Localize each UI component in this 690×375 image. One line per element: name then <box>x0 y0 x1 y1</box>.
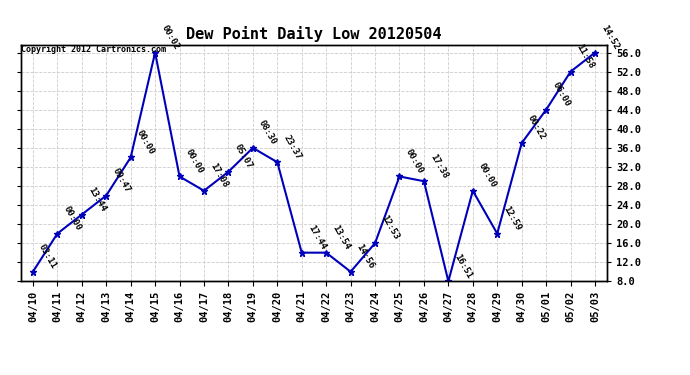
Text: 09:47: 09:47 <box>110 166 132 194</box>
Text: 00:00: 00:00 <box>404 147 425 175</box>
Text: 06:00: 06:00 <box>550 81 571 108</box>
Text: 03:11: 03:11 <box>37 243 59 270</box>
Title: Dew Point Daily Low 20120504: Dew Point Daily Low 20120504 <box>186 27 442 42</box>
Text: 05:07: 05:07 <box>233 142 254 170</box>
Text: 08:30: 08:30 <box>257 119 278 147</box>
Text: 11:58: 11:58 <box>575 42 596 70</box>
Text: 12:53: 12:53 <box>380 214 400 242</box>
Text: 17:44: 17:44 <box>306 224 327 251</box>
Text: 23:37: 23:37 <box>282 133 303 161</box>
Text: 14:56: 14:56 <box>355 243 376 270</box>
Text: 17:08: 17:08 <box>208 162 229 189</box>
Text: 12:59: 12:59 <box>502 204 522 232</box>
Text: 00:00: 00:00 <box>135 128 156 156</box>
Text: 00:00: 00:00 <box>477 162 498 189</box>
Text: 14:52: 14:52 <box>599 24 620 51</box>
Text: 17:38: 17:38 <box>428 152 449 180</box>
Text: 13:54: 13:54 <box>331 224 352 251</box>
Text: 00:00: 00:00 <box>61 204 83 232</box>
Text: 00:02: 00:02 <box>159 24 181 51</box>
Text: Copyright 2012 Cartronics.com: Copyright 2012 Cartronics.com <box>21 45 166 54</box>
Text: 00:00: 00:00 <box>184 147 205 175</box>
Text: 13:44: 13:44 <box>86 185 107 213</box>
Text: 16:51: 16:51 <box>453 252 474 280</box>
Text: 00:22: 00:22 <box>526 114 547 142</box>
